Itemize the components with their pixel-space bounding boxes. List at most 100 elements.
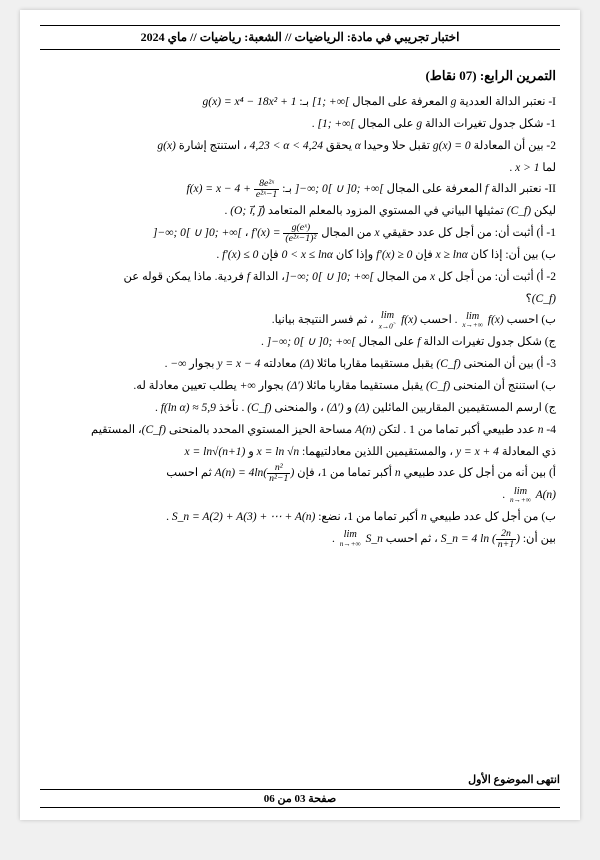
math: g(x) xyxy=(157,140,176,152)
line-7: 1- أ) أثبت أن: من أجل كل عدد حقيقي x من … xyxy=(44,223,556,245)
line-9: 2- أ) أثبت أن: من أجل كل x من المجال ]−∞… xyxy=(44,267,556,289)
math: (Δ′) xyxy=(327,402,344,414)
text: بـ: xyxy=(296,96,312,108)
math: f(x) = x − 4 + 8e²ˣe²ˣ−1 xyxy=(186,183,279,195)
math: −∞ xyxy=(170,358,186,370)
line-2: 1- شكل جدول تغيرات الدالة g على المجال [… xyxy=(44,114,556,136)
math: ]−∞; 0[ ∪ ]0; +∞[ xyxy=(267,336,356,348)
math: limx→0> f(x) xyxy=(377,314,417,326)
text: ذي المعادلة xyxy=(499,446,556,458)
text: بجوار xyxy=(186,358,217,370)
line-21: بين أن: S_n = 4 ln (2nn+1) ، ثم احسب lim… xyxy=(44,529,556,551)
text: بجوار xyxy=(256,380,287,392)
math: limn→+∞ A(n) xyxy=(508,489,556,501)
text: ، الدالة xyxy=(250,271,285,283)
exam-page: اختبار تجريبي في مادة: الرياضيات // الشع… xyxy=(20,10,580,820)
text: فردية. ماذا يمكن قوله عن xyxy=(123,271,246,283)
text: . احسب xyxy=(417,314,460,326)
math: y = x − 4 xyxy=(217,358,260,370)
text: من المجال xyxy=(374,271,430,283)
text: بـ: xyxy=(279,183,295,195)
line-13: 3- أ) بين أن المنحنى (C_f) يقبل مستقيما … xyxy=(44,354,556,376)
line-6: ليكن (C_f) تمثيلها البياني في المستوي ال… xyxy=(44,201,556,223)
text: ب) احسب xyxy=(504,314,556,326)
text: 3- أ) بين أن المنحنى xyxy=(461,358,556,370)
math: (C_f) xyxy=(142,424,166,436)
math: S_n = 4 ln (2nn+1) xyxy=(441,533,520,545)
math: ]−∞; 0[ ∪ ]0; +∞[ xyxy=(295,183,384,195)
line-14: ب) استنتج أن المنحنى (C_f) يقبل مستقيما … xyxy=(44,376,556,398)
math: (C_f) xyxy=(507,205,531,217)
footer-page-number: صفحة 03 من 06 xyxy=(40,789,560,808)
math: +∞ xyxy=(240,380,256,392)
text: لما xyxy=(539,162,556,174)
text: و xyxy=(245,446,256,458)
text: مساحة الحيز المستوي المحدد بالمنحنى xyxy=(166,424,355,436)
text: وإذا كان xyxy=(333,249,376,261)
text: عدد طبيعي أكبر تماما من 1 . لتكن xyxy=(376,424,538,436)
math: (O; i⃗, j⃗) xyxy=(230,205,265,217)
math: ]−∞; 0[ ∪ ]0; +∞[ xyxy=(153,227,242,239)
math: [1; +∞[ xyxy=(317,118,354,130)
text: معادلته xyxy=(260,358,299,370)
line-16: 4- n عدد طبيعي أكبر تماما من 1 . لتكن A(… xyxy=(44,420,556,442)
text: بين أن: xyxy=(520,533,556,545)
text: ب) استنتج أن المنحنى xyxy=(450,380,556,392)
text: من المجال xyxy=(318,227,374,239)
text: ثم احسب xyxy=(166,467,214,479)
text: تمثيلها البياني في المستوي المزود بالمعل… xyxy=(265,205,507,217)
text: أكبر تماما من 1، فإن xyxy=(294,467,395,479)
line-8: ب) بين أن: إذا كان x ≥ lnα فإن f′(x) ≥ 0… xyxy=(44,245,556,267)
page-footer: انتهى الموضوع الأول صفحة 03 من 06 xyxy=(40,773,560,808)
line-17: ذي المعادلة y = x + 4 ، والمستقيمين اللذ… xyxy=(44,442,556,464)
text: ج) شكل جدول تغيرات الدالة xyxy=(420,336,556,348)
math: x = ln √n xyxy=(257,446,300,458)
text: يقبل مستقيما مقاربا مائلا xyxy=(304,380,426,392)
text: تقبل حلا وحيدا xyxy=(361,140,433,152)
math: (C_f) xyxy=(426,380,450,392)
text: 1- شكل جدول تغيرات الدالة xyxy=(422,118,556,130)
math: limx→+∞ f(x) xyxy=(460,314,503,326)
math: (Δ) xyxy=(355,402,369,414)
math: (Δ′) xyxy=(287,380,304,392)
text: أ) بين أنه من أجل كل عدد طبيعي xyxy=(401,467,556,479)
math: g(x) = x⁴ − 18x² + 1 xyxy=(203,96,297,108)
math: y = x + 4 xyxy=(456,446,499,458)
math: [1; +∞[ xyxy=(312,96,349,108)
math: S_n = A(2) + A(3) + ⋯ + A(n) xyxy=(172,511,315,523)
text: II- نعتبر الدالة xyxy=(488,183,556,195)
line-19: limn→+∞ A(n) . xyxy=(44,485,556,507)
math: f(ln α) ≈ 5,9 xyxy=(161,402,216,414)
math: x ≥ lnα xyxy=(436,249,468,261)
text: 1- أ) أثبت أن: من أجل كل عدد حقيقي xyxy=(380,227,556,239)
math: f′(x) ≤ 0 xyxy=(222,249,258,261)
math: A(n) = 4ln(n²n²−1) xyxy=(215,467,295,479)
text: أكبر تماما من 1، نضع: xyxy=(315,511,421,523)
exercise-title: التمرين الرابع: (07 نقاط) xyxy=(44,68,556,84)
math: (Δ) xyxy=(300,358,314,370)
text: . نأخذ xyxy=(216,402,247,414)
text: فإن xyxy=(258,249,281,261)
line-18: أ) بين أنه من أجل كل عدد طبيعي n أكبر تم… xyxy=(44,463,556,485)
math: f′(x) = g(eˣ)(e²ˣ−1)² xyxy=(251,227,318,239)
line-15: ج) ارسم المستقيمين المقاربين المائلين (Δ… xyxy=(44,398,556,420)
text: فإن xyxy=(412,249,435,261)
line-1: I- نعتبر الدالة العددية g المعرفة على ال… xyxy=(44,92,556,114)
math: (C_f) xyxy=(247,402,271,414)
text: ليكن xyxy=(531,205,556,217)
math: (C_f) xyxy=(436,358,460,370)
text: 2- بين أن المعادلة xyxy=(471,140,556,152)
line-10: (C_f)؟ xyxy=(44,289,556,311)
math: f′(x) ≥ 0 xyxy=(376,249,412,261)
text: ب) بين أن: إذا كان xyxy=(468,249,556,261)
text: 2- أ) أثبت أن: من أجل كل xyxy=(435,271,556,283)
text: ، ثم احسب xyxy=(383,533,441,545)
line-11: ب) احسب limx→+∞ f(x) . احسب limx→0> f(x)… xyxy=(44,310,556,332)
math: ]−∞; 0[ ∪ ]0; +∞[ xyxy=(285,271,374,283)
math: 4,23 < α < 4,24 xyxy=(250,140,323,152)
text: ، استنتج إشارة xyxy=(176,140,250,152)
text: على المجال xyxy=(356,336,418,348)
text: المعرفة على المجال xyxy=(384,183,485,195)
line-12: ج) شكل جدول تغيرات الدالة f على المجال ]… xyxy=(44,332,556,354)
line-4: لما x > 1 . xyxy=(44,158,556,180)
